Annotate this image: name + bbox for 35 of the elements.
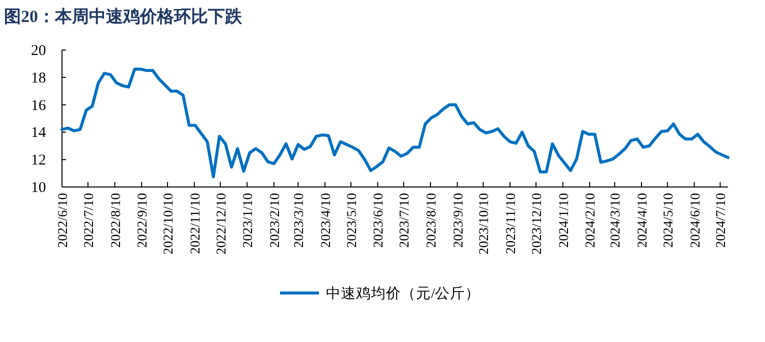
x-tick-label: 2023/1/10: [240, 192, 256, 248]
x-tick-label: 2023/6/10: [370, 192, 386, 248]
x-tick-label: 2022/10/10: [160, 192, 176, 255]
chart-title: 图20：本周中速鸡价格环比下跌: [4, 7, 243, 26]
y-tick-label: 12: [31, 152, 46, 169]
y-tick-label: 16: [31, 98, 46, 114]
x-tick-label: 2024/7/10: [713, 192, 728, 248]
legend-label: 中速鸡均价（元/公斤）: [326, 285, 480, 302]
x-tick-label: 2022/6/10: [55, 192, 70, 248]
y-tick-label: 20: [31, 43, 46, 59]
x-tick-label: 2024/2/10: [582, 192, 598, 248]
x-tick-label: 2022/12/10: [213, 192, 228, 255]
x-tick-label: 2023/3/10: [291, 192, 306, 248]
x-tick-label: 2022/11/10: [187, 192, 202, 254]
line-series: [60, 68, 730, 178]
x-tick-label: 2023/12/10: [528, 192, 544, 255]
x-tick-label: 2022/7/10: [80, 192, 96, 248]
x-tick-label: 2024/3/10: [608, 192, 623, 248]
x-tick-label: 2024/5/10: [660, 192, 676, 248]
y-tick-label: 10: [31, 180, 46, 196]
x-tick-label: 2023/10/10: [476, 192, 492, 255]
x-tick-label: 2024/1/10: [556, 192, 571, 248]
x-tick-label: 2022/9/10: [134, 192, 150, 248]
x-tick-label: 2022/8/10: [108, 192, 123, 248]
y-tick-label: 18: [31, 70, 46, 86]
y-tick-label: 14: [31, 125, 46, 142]
x-tick-label: 2023/5/10: [344, 192, 359, 248]
x-tick-label: 2023/2/10: [266, 192, 282, 248]
x-tick-label: 2023/4/10: [318, 192, 333, 248]
x-tick-label: 2024/6/10: [687, 192, 702, 248]
x-tick-label: 2023/9/10: [450, 192, 466, 248]
x-tick-label: 2023/7/10: [396, 192, 412, 248]
x-tick-label: 2024/4/10: [634, 192, 650, 248]
x-tick-label: 2023/8/10: [423, 192, 438, 248]
x-tick-label: 2023/11/10: [503, 192, 518, 254]
